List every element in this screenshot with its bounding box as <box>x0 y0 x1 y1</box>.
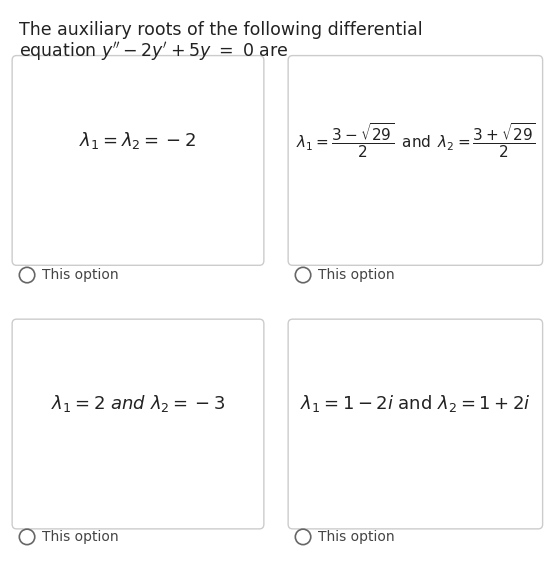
FancyBboxPatch shape <box>288 56 543 265</box>
FancyBboxPatch shape <box>288 319 543 529</box>
Ellipse shape <box>19 529 35 544</box>
Text: This option: This option <box>42 530 119 544</box>
Ellipse shape <box>295 529 311 544</box>
Text: $\lambda_1 = \dfrac{3-\sqrt{29}}{2}\ \,\mathrm{and}\ \,\lambda_2 = \dfrac{3+\sqr: $\lambda_1 = \dfrac{3-\sqrt{29}}{2}\ \,\… <box>295 121 535 160</box>
Ellipse shape <box>295 268 311 282</box>
FancyBboxPatch shape <box>12 319 264 529</box>
Text: $\lambda_1 = \lambda_2 = -2$: $\lambda_1 = \lambda_2 = -2$ <box>79 130 197 151</box>
Text: $\lambda_1 = 2\ \mathit{and}\ \lambda_2 = -3$: $\lambda_1 = 2\ \mathit{and}\ \lambda_2 … <box>51 394 225 414</box>
Text: The auxiliary roots of the following differential: The auxiliary roots of the following dif… <box>19 21 423 38</box>
Text: This option: This option <box>318 530 395 544</box>
FancyBboxPatch shape <box>12 56 264 265</box>
Ellipse shape <box>19 268 35 282</box>
Text: This option: This option <box>318 268 395 282</box>
Text: This option: This option <box>42 268 119 282</box>
Text: equation $y'' - 2y' + 5y\ =\ 0$ are: equation $y'' - 2y' + 5y\ =\ 0$ are <box>19 40 289 63</box>
Text: $\lambda_1 = 1 - 2i\ \mathrm{and}\ \lambda_2 = 1 + 2i$: $\lambda_1 = 1 - 2i\ \mathrm{and}\ \lamb… <box>300 394 531 414</box>
